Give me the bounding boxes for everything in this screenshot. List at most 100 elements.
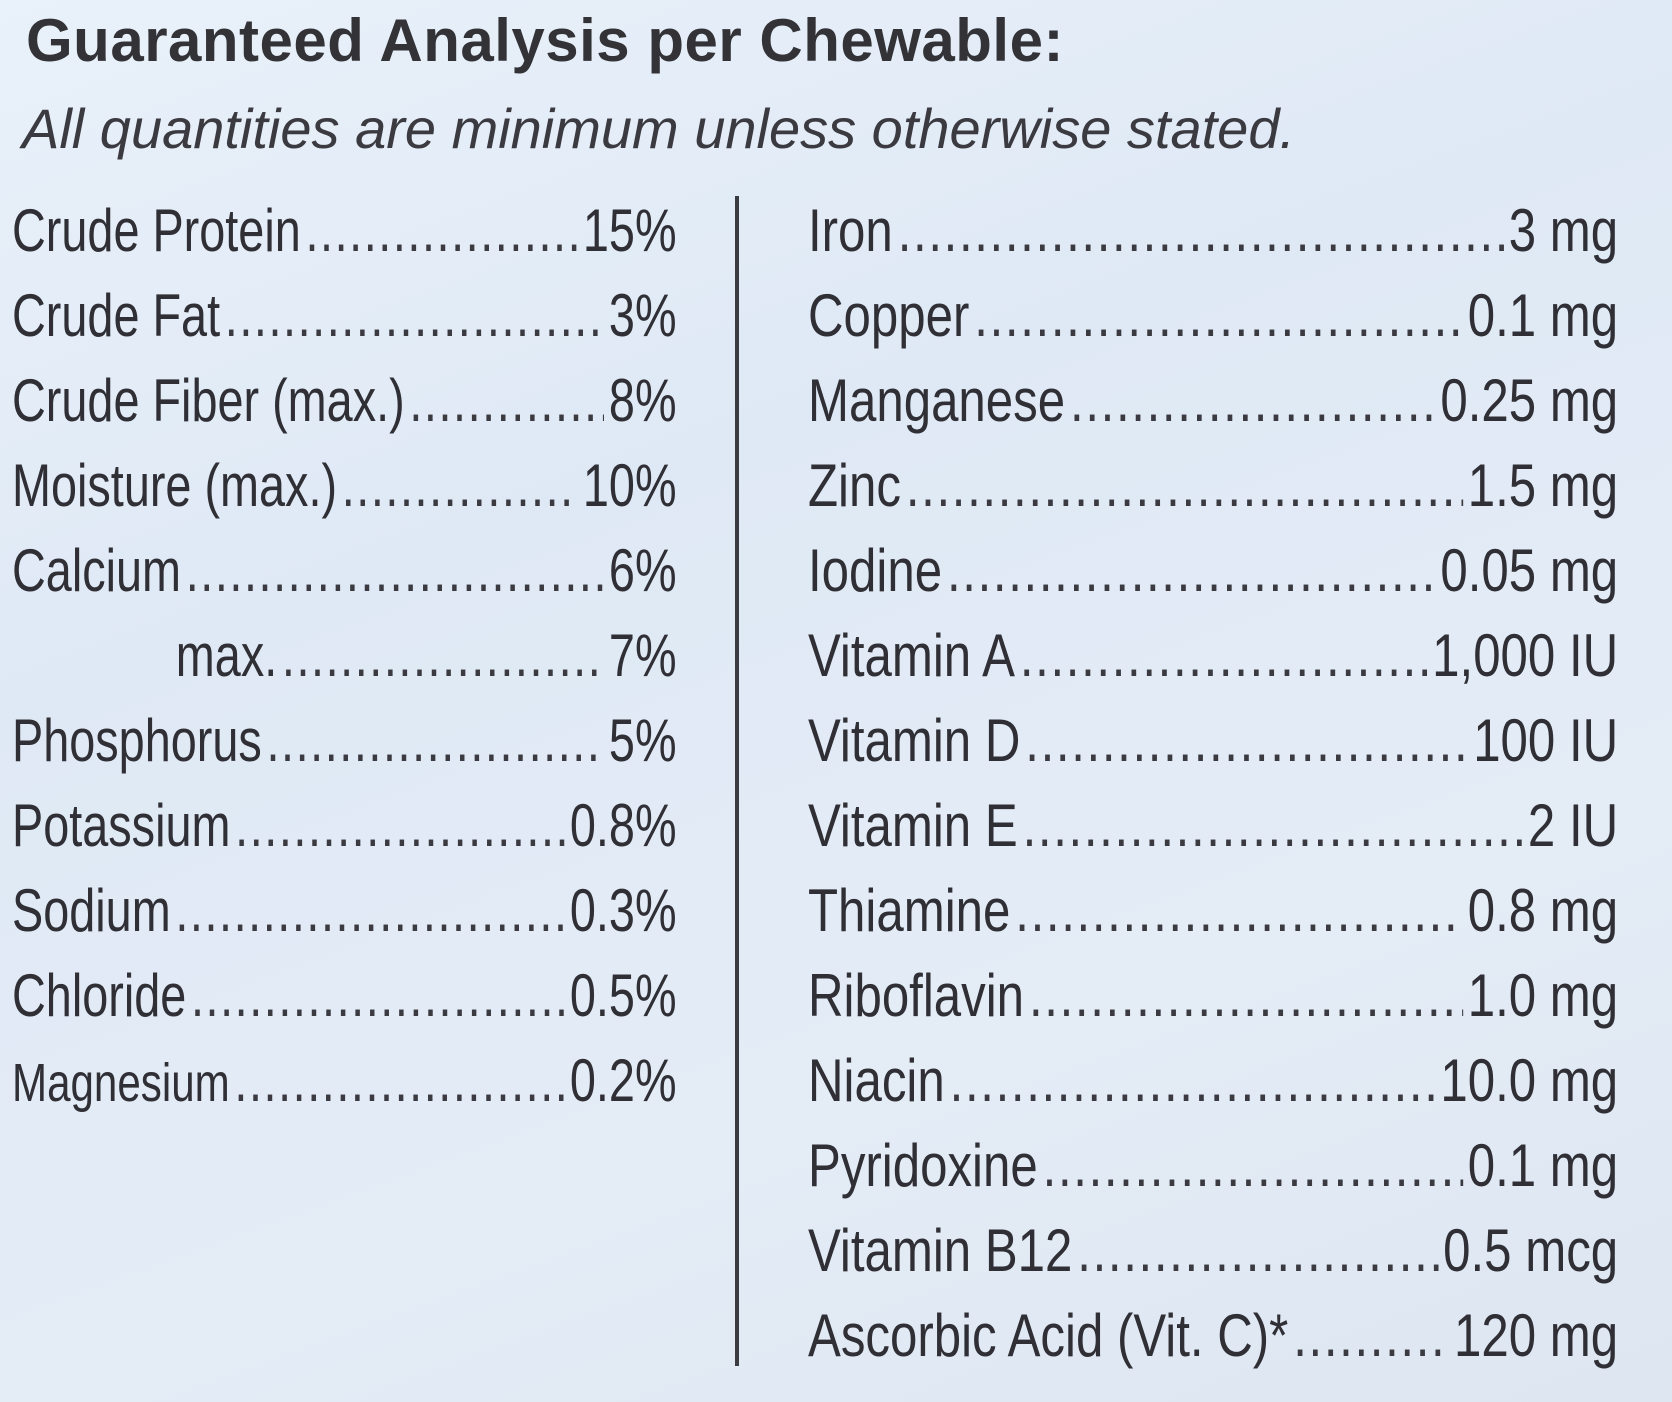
nutrient-name: Crude Protein (12, 197, 301, 264)
nutrient-value: 1.0 mg (1467, 962, 1619, 1029)
nutrient-value: 0.3% (569, 877, 677, 944)
leader-dots (235, 791, 565, 860)
nutrient-row: Calcium 6% (12, 536, 677, 621)
nutrient-value: 0.2% (569, 1047, 677, 1114)
nutrient-name: Ascorbic Acid (Vit. C)* (808, 1302, 1289, 1369)
nutrient-name: Pyridoxine (808, 1132, 1038, 1199)
leader-dots (947, 536, 1435, 605)
nutrient-value: 3% (608, 282, 677, 349)
nutrient-row: Iron 3 mg (808, 196, 1618, 281)
nutrient-row: Pyridoxine 0.1 mg (808, 1131, 1618, 1216)
nutrient-row: Crude Protein 15% (12, 196, 677, 281)
nutrient-name: Iodine (808, 537, 943, 604)
nutrient-name: Magnesium (12, 1053, 230, 1113)
label-subtitle: All quantities are minimum unless otherw… (22, 97, 1296, 160)
nutrient-value: 10.0 mg (1440, 1047, 1619, 1114)
nutrient-value: 120 mg (1454, 1302, 1619, 1369)
nutrient-value: 5% (608, 707, 677, 774)
nutrient-value: 1.5 mg (1467, 452, 1619, 519)
nutrient-name: Crude Fiber (max.) (12, 367, 405, 434)
leader-dots (1015, 876, 1463, 945)
nutrient-row: Vitamin A 1,000 IU (808, 621, 1618, 706)
nutrient-value: 15% (582, 197, 677, 264)
nutrient-value: 3 mg (1508, 197, 1619, 264)
nutrient-row: Vitamin D 100 IU (808, 706, 1618, 791)
nutrient-value: 0.8% (569, 792, 677, 859)
nutrient-name: Vitamin D (808, 707, 1021, 774)
nutrient-value: 8% (608, 367, 677, 434)
column-divider (735, 196, 739, 1366)
leader-dots (974, 281, 1463, 350)
nutrient-row: Chloride 0.5% (12, 961, 677, 1046)
leader-dots (1043, 1131, 1463, 1200)
nutrient-row: Thiamine 0.8 mg (808, 876, 1618, 961)
nutrient-name: Chloride (12, 962, 187, 1029)
nutrient-name: Moisture (max.) (12, 452, 338, 519)
nutrient-name: Riboflavin (808, 962, 1025, 1029)
nutrient-name: Sodium (12, 877, 171, 944)
leader-dots (1070, 366, 1435, 435)
nutrient-row: Riboflavin 1.0 mg (808, 961, 1618, 1046)
nutrient-value: 0.25 mg (1440, 367, 1619, 434)
leader-dots (1293, 1301, 1449, 1370)
nutrient-name: Zinc (808, 452, 901, 519)
leader-dots (1023, 791, 1523, 860)
nutrient-row: Magnesium 0.2% (12, 1046, 677, 1131)
leader-dots (175, 876, 565, 945)
leader-dots (1077, 1216, 1438, 1285)
leader-dots (1029, 961, 1463, 1030)
nutrient-row: Vitamin E 2 IU (808, 791, 1618, 876)
nutrient-name: Manganese (808, 367, 1066, 434)
nutrient-row: Moisture (max.) 10% (12, 451, 677, 536)
leader-dots (342, 451, 578, 520)
leader-dots (225, 281, 604, 350)
nutrient-row: Potassium 0.8% (12, 791, 677, 876)
nutrient-value: 2 IU (1527, 792, 1619, 859)
nutrient-row: Crude Fat 3% (12, 281, 677, 366)
leader-dots (1020, 621, 1427, 690)
nutrient-name: Iron (808, 197, 893, 264)
leader-dots (409, 366, 604, 435)
nutrient-row: Vitamin B12 0.5 mcg (808, 1216, 1618, 1301)
nutrient-name: Calcium (12, 537, 182, 604)
leader-dots (305, 196, 578, 265)
leader-dots (191, 961, 565, 1030)
nutrient-row: Phosphorus 5% (12, 706, 677, 791)
leader-dots (282, 621, 604, 690)
nutrient-row: Copper 0.1 mg (808, 281, 1618, 366)
nutrient-name: Crude Fat (12, 282, 221, 349)
nutrient-value: 0.5 mcg (1443, 1217, 1619, 1284)
nutrient-row: Niacin 10.0 mg (808, 1046, 1618, 1131)
nutrient-row: Zinc 1.5 mg (808, 451, 1618, 536)
nutrient-row: Ascorbic Acid (Vit. C)* 120 mg (808, 1301, 1618, 1386)
leader-dots (950, 1046, 1436, 1115)
nutrient-value: 1,000 IU (1432, 622, 1619, 689)
nutrient-row: Crude Fiber (max.) 8% (12, 366, 677, 451)
nutrient-name: Vitamin B12 (808, 1217, 1073, 1284)
nutrient-row: Sodium 0.3% (12, 876, 677, 961)
nutrient-value: 0.5% (569, 962, 677, 1029)
nutrient-name: Phosphorus (12, 707, 262, 774)
nutrient-value: 0.1 mg (1467, 1132, 1619, 1199)
nutrient-value: 6% (608, 537, 677, 604)
leader-dots (898, 196, 1504, 265)
nutrient-name: Thiamine (808, 877, 1011, 944)
leader-dots (186, 536, 605, 605)
nutrient-value: 0.05 mg (1440, 537, 1619, 604)
nutrient-name: Vitamin E (808, 792, 1018, 859)
nutrient-name: Copper (808, 282, 970, 349)
nutrient-row: max. 7% (12, 621, 677, 706)
leader-dots (1025, 706, 1468, 775)
nutrient-name: Potassium (12, 792, 231, 859)
nutrient-name: Vitamin A (808, 622, 1015, 689)
vitamins-column: Iron 3 mg Copper 0.1 mg Manganese 0.25 m… (808, 196, 1618, 1386)
leader-dots (266, 706, 604, 775)
nutrient-value: 7% (608, 622, 677, 689)
nutrient-name: Niacin (808, 1047, 945, 1114)
leader-dots (234, 1046, 565, 1115)
nutrient-value: 10% (582, 452, 677, 519)
nutrient-row: Iodine 0.05 mg (808, 536, 1618, 621)
nutrient-name: max. (175, 622, 278, 689)
leader-dots (906, 451, 1463, 520)
